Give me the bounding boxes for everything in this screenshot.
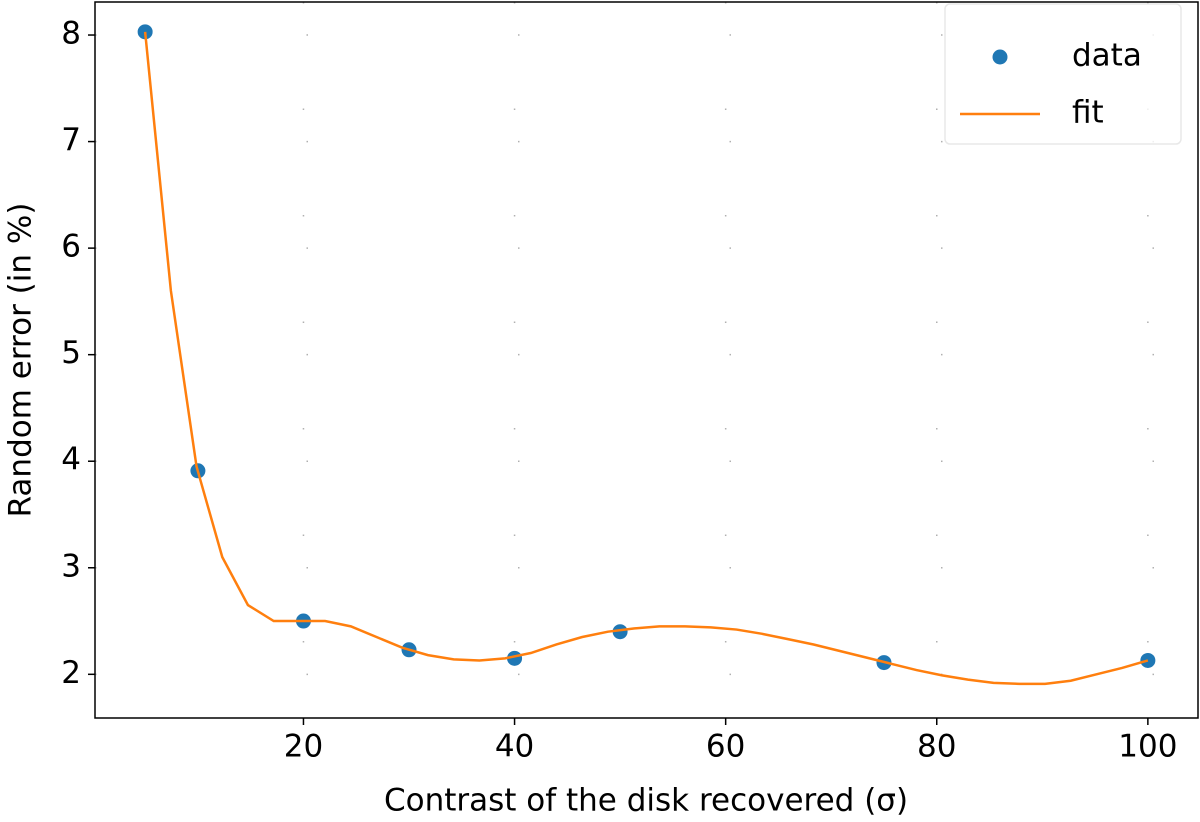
legend-label: data <box>1072 38 1142 74</box>
x-tick-label: 40 <box>495 729 534 765</box>
y-tick-label: 5 <box>61 335 81 371</box>
x-tick-label: 20 <box>284 729 323 765</box>
legend-box <box>944 3 1182 145</box>
legend-label: fit <box>1072 95 1104 131</box>
y-tick-label: 3 <box>61 548 81 584</box>
y-tick-label: 7 <box>61 122 81 158</box>
y-tick-label: 6 <box>61 229 81 265</box>
legend-marker <box>992 49 1008 65</box>
x-axis-label: Contrast of the disk recovered (σ) <box>384 783 908 819</box>
x-tick-label: 100 <box>1118 729 1177 765</box>
y-tick-label: 2 <box>61 655 81 691</box>
y-tick-label: 8 <box>61 16 81 52</box>
y-tick-label: 4 <box>61 442 81 478</box>
x-tick-label: 60 <box>706 729 745 765</box>
fit-line <box>143 31 1149 686</box>
y-axis-label: Random error (in %) <box>3 203 39 518</box>
x-tick-label: 80 <box>917 729 956 765</box>
plot-frame <box>94 1 1199 719</box>
data-point <box>612 624 628 640</box>
